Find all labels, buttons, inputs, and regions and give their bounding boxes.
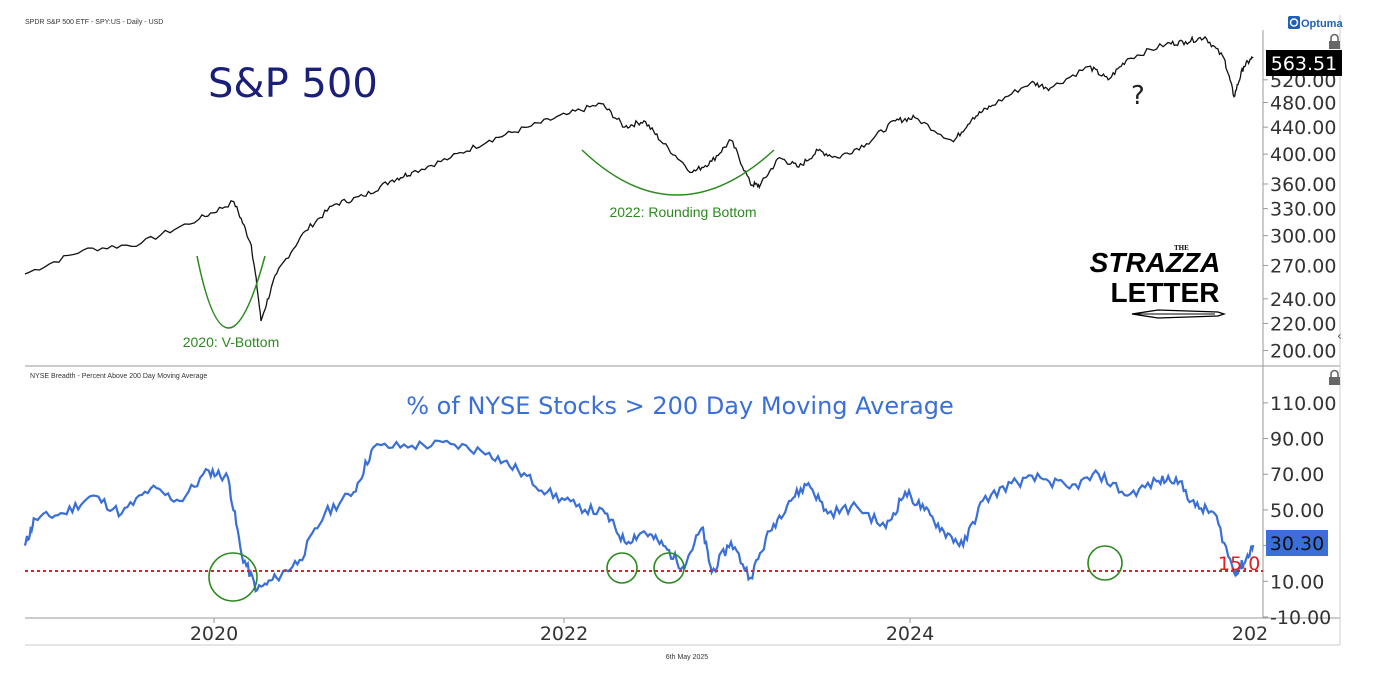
y-tick-label: 330.00 [1270,199,1336,221]
optuma-logo: Optuma [1288,16,1343,30]
rounding-bottom-arc [581,149,775,196]
lock-icon[interactable] [1329,369,1340,386]
x-axis-label: 2024 [886,623,934,645]
svg-text:THE: THE [1174,244,1189,252]
y-tick-label: 300.00 [1270,226,1336,248]
y-tick-label: 90.00 [1270,429,1324,451]
x-axis-label: 2022 [540,623,588,645]
circled-low [208,552,258,602]
top-chart-title: S&P 500 [208,61,378,107]
svg-text:30.30: 30.30 [1270,533,1324,555]
bottom-chart-title: % of NYSE Stocks > 200 Day Moving Averag… [406,392,953,420]
y-tick-label: 440.00 [1270,117,1336,139]
strazza-letter-logo: THE STRAZZA LETTER [1090,244,1227,319]
y-tick-label: 240.00 [1270,289,1336,311]
v-bottom-label: 2020: V-Bottom [183,334,280,350]
y-tick-label: 110.00 [1270,393,1336,415]
footer-date: 6th May 2025 [666,654,709,661]
x-axis-label: 202 [1232,623,1268,645]
lock-icon[interactable] [1329,33,1340,50]
y-tick-label: 10.00 [1270,571,1324,593]
bottom-panel-header: NYSE Breadth - Percent Above 200 Day Mov… [30,373,207,380]
top-y-axis-ticks: 520.00480.00440.00400.00360.00330.00300.… [1263,70,1336,362]
price-series-line [24,35,1254,322]
y-tick-label: 480.00 [1270,92,1336,114]
top-panel-header: SPDR S&P 500 ETF - SPY:US - Daily - USD [25,19,163,26]
breadth-series-line [23,439,1255,593]
y-tick-label: 220.00 [1270,313,1336,335]
svg-text:563.51: 563.51 [1271,53,1337,75]
v-bottom-arc [196,255,266,329]
y-tick-label: 400.00 [1270,144,1336,166]
price-value-badge: 563.51 [1266,50,1342,76]
y-tick-label: 200.00 [1270,340,1336,362]
svg-text:Optuma: Optuma [1301,18,1343,30]
circled-low [653,552,685,584]
y-tick-label: 50.00 [1270,500,1324,522]
y-tick-label: 270.00 [1270,255,1336,277]
question-mark-annotation: ? [1131,81,1145,111]
rounding-bottom-label: 2022: Rounding Bottom [609,204,756,220]
y-tick-label: 360.00 [1270,174,1336,196]
threshold-label: 15.0 [1218,553,1260,575]
svg-text:LETTER: LETTER [1111,277,1220,308]
svg-text:STRAZZA: STRAZZA [1090,247,1221,278]
circled-low [1087,545,1123,581]
collapse-chevron-icon[interactable]: ‹ [1337,329,1342,343]
x-axis-label: 2020 [190,623,238,645]
circled-low [606,552,638,584]
breadth-value-badge: 30.30 [1266,530,1328,556]
y-tick-label: 70.00 [1270,464,1324,486]
y-tick-label: -10.00 [1270,607,1331,629]
